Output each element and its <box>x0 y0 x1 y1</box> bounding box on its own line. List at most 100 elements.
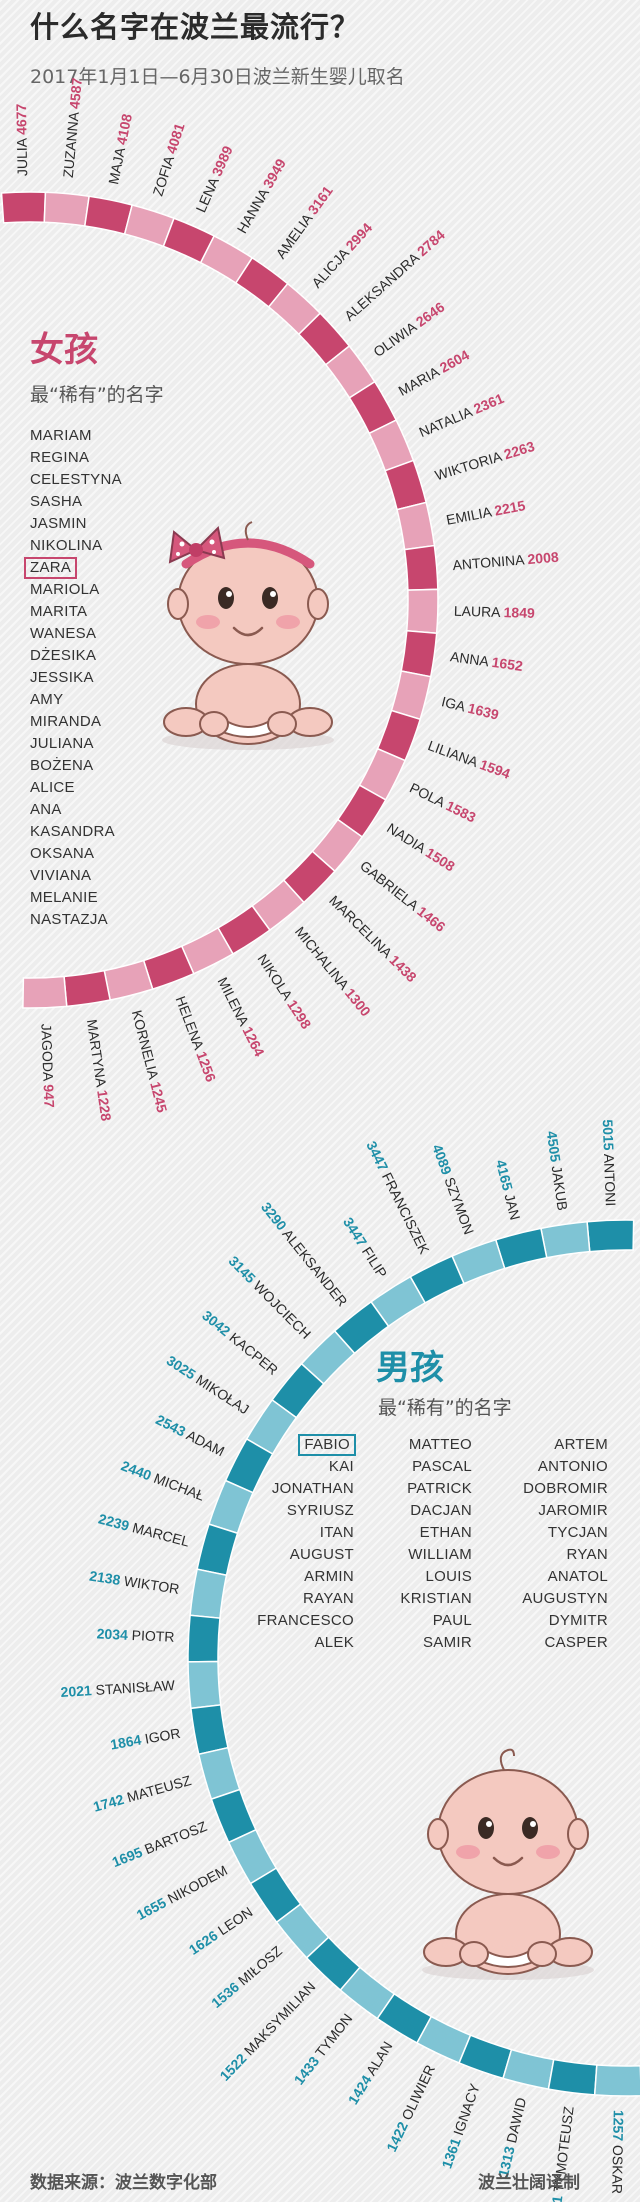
boys-rare-label: 最“稀有”的名字 <box>378 1397 512 1419</box>
girls-rare-name: CELESTYNA <box>30 471 122 488</box>
boys-ring-name-label: MAKSYMILIAN <box>241 1978 319 2058</box>
boys-rare-name: PAUL <box>432 1612 472 1629</box>
boys-rare-name: FABIO <box>253 1434 356 1456</box>
girls-ring-value-label: 1245 <box>147 1080 170 1114</box>
boys-ring-name-label: MATEUSZ <box>125 1772 193 1805</box>
boys-ring-name-label: JAKUB <box>549 1165 571 1212</box>
boys-rare-column-1: FABIO KAI JONATHAN SYRIUSZ ITAN AUGUST ARMIN RA… <box>253 1434 356 1654</box>
boys-rare-name: CASPER <box>544 1634 608 1651</box>
boys-ring-segment <box>502 2048 555 2090</box>
girls-ring-value-label: 3161 <box>304 182 335 217</box>
girls-ring-name-label: ANTONINA <box>452 551 526 573</box>
boys-rare-name: FRANCESCO <box>257 1612 354 1629</box>
girls-ring-value-label: 1264 <box>240 1024 268 1059</box>
girls-ring-name-label: ZOFIA <box>149 153 177 198</box>
girls-ring-name-label: EMILIA <box>445 503 494 527</box>
girls-ring-segment <box>83 195 134 235</box>
girls-ring-value-label: 1228 <box>94 1089 114 1122</box>
girls-ring-segment <box>396 501 436 551</box>
girls-ring-segment <box>43 191 90 227</box>
girls-ring-label: NADIA 1508 <box>384 819 458 874</box>
girls-ring-value-label: 2008 <box>527 548 560 566</box>
boys-ring-label: 1424 ALAN <box>344 2038 395 2107</box>
girls-rare-name: VIVIANA <box>30 867 92 884</box>
girls-rare-name: MIRANDA <box>30 713 102 730</box>
girls-ring-name-label: ANNA <box>449 648 490 669</box>
boys-rare-name: ARTEM <box>554 1436 608 1453</box>
boys-rare-name: JONATHAN <box>271 1480 354 1497</box>
girls-ring-value-label: 3989 <box>208 143 235 178</box>
girls-ring-value-label: 947 <box>41 1084 58 1108</box>
girls-ring-label: HELENA 1256 <box>173 994 220 1084</box>
girls-ring-value-label: 1438 <box>387 952 421 985</box>
boys-ring-label: 3025 MIKOŁAJ <box>164 1352 252 1417</box>
girls-ring-label: MAJA 4108 <box>105 112 135 186</box>
girls-ring-name-label: ALEKSANDRA <box>341 249 423 324</box>
boys-ring-chart: 5015 ANTONI 4505 JAKUB 4165 JAN 4089 SZYMON… <box>60 1119 640 2202</box>
boys-ring-value-label: 4165 <box>493 1158 516 1192</box>
boys-ring-label: 4505 JAKUB <box>544 1130 571 1212</box>
girls-ring-label: NATALIA 2361 <box>416 390 506 440</box>
girls-rare-name: OKSANA <box>30 845 95 862</box>
boys-ring-name-label: MICHAŁ <box>152 1470 207 1504</box>
boys-ring-label: 5015 ANTONI <box>600 1119 619 1206</box>
boys-rare-name: AUGUST <box>289 1546 354 1563</box>
girls-ring-value-label: 1849 <box>503 604 535 621</box>
girls-ring-label: ALICJA 2994 <box>308 219 375 290</box>
boys-ring-segment <box>540 1220 591 1259</box>
boys-rare-name: ARMIN <box>304 1568 354 1585</box>
page-subtitle: 2017年1月1日—6月30日波兰新生婴儿取名 <box>30 66 405 88</box>
girls-ring-segment <box>63 969 112 1008</box>
girls-ring-name-label: WIKTORIA <box>433 447 504 483</box>
girls-rare-name: ALICE <box>30 779 75 796</box>
boys-ring-label: 3447 FILIP <box>340 1214 390 1280</box>
girls-ring-segment <box>400 629 438 678</box>
boys-ring-value-label: 2239 <box>97 1510 131 1533</box>
girls-rare-name: MARITA <box>30 603 88 620</box>
boys-ring-name-label: MIKOŁAJ <box>193 1371 252 1417</box>
boys-ring-label: 1742 MATEUSZ <box>91 1772 193 1815</box>
girls-ring-name-label: LAURA <box>454 602 502 619</box>
girls-ring-value-label: 1256 <box>194 1049 220 1084</box>
boys-ring-name-label: OLIWIER <box>398 2062 438 2122</box>
girls-ring-label: ANNA 1652 <box>449 648 524 674</box>
girls-ring-label: AMELIA 3161 <box>272 182 335 261</box>
boys-ring-name-label: WOJCIECH <box>250 1277 314 1341</box>
boys-rare-name: ETHAN <box>419 1524 472 1541</box>
girls-ring-label: POLA 1583 <box>407 779 479 825</box>
girls-ring-value-label: 1639 <box>466 700 500 723</box>
girls-ring-value-label: 2263 <box>502 438 537 462</box>
girls-ring-name-label: LILIANA <box>426 737 481 770</box>
boys-ring-value-label: 1742 <box>91 1791 126 1815</box>
boys-ring-label: 2138 WIKTOR <box>88 1567 180 1596</box>
girls-ring-name-label: GABRIELA <box>357 857 422 914</box>
boys-ring-value-label: 2034 <box>96 1625 128 1642</box>
boys-ring-segment <box>187 1660 222 1710</box>
girls-ring-name-label: IGA <box>440 693 468 714</box>
girls-rare-name: ZARA <box>23 557 122 579</box>
girls-ring-name-label: JULIA <box>13 137 30 176</box>
boys-ring-name-label: BARTOSZ <box>142 1817 209 1856</box>
baby-girl-icon <box>162 521 334 750</box>
boys-rare-name: KRISTIAN <box>400 1590 472 1607</box>
girls-ring-label: WIKTORIA 2263 <box>433 438 537 483</box>
girls-ring-value-label: 4108 <box>113 112 135 146</box>
boys-ring-segment <box>189 1568 228 1620</box>
boys-ring-label: 4089 SZYMON <box>430 1142 478 1237</box>
girls-ring-label: MARIA 2604 <box>395 346 472 398</box>
girls-rare-name: BOŻENA <box>30 757 94 774</box>
boys-rare-name: TYCJAN <box>547 1524 608 1541</box>
girls-rare-name: MARIAM <box>30 427 92 444</box>
boys-rare-name: ANATOL <box>547 1568 608 1585</box>
boys-rare-name: PATRICK <box>407 1480 472 1497</box>
girls-ring-label: HANNA 3949 <box>233 156 289 236</box>
girls-ring-name-label: MAJA <box>105 145 128 185</box>
girls-ring-name-label: NATALIA <box>416 403 475 440</box>
boys-ring-segment <box>190 1704 229 1756</box>
girls-ring-label: IGA 1639 <box>440 693 501 723</box>
girls-rare-name: NIKOLINA <box>30 537 103 554</box>
boys-ring-value-label: 1361 <box>438 2136 463 2171</box>
boys-ring-label: 1655 NIKODEM <box>134 1862 230 1923</box>
girls-ring-name-label: ZUZANNA <box>60 110 82 178</box>
